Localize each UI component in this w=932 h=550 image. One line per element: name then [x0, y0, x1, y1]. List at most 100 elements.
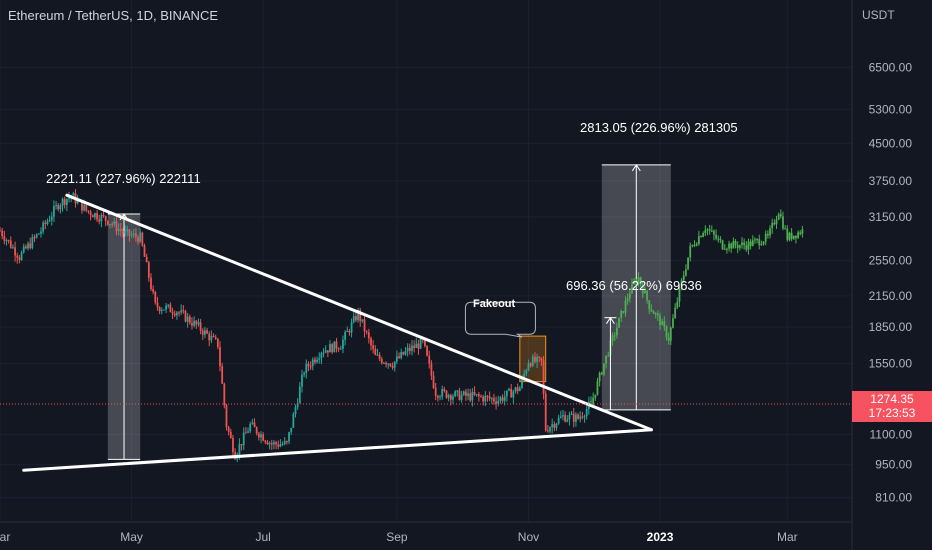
projection-candle-body — [659, 315, 661, 326]
projection-candle-body — [652, 311, 655, 314]
grid — [0, 0, 852, 522]
candle-body — [311, 359, 314, 367]
candle-body — [96, 213, 98, 220]
mid-measure-label: 696.36 (56.22%) 69636 — [566, 278, 702, 293]
candle-body — [473, 392, 476, 395]
candle-body — [130, 235, 133, 237]
candle-body — [568, 414, 571, 420]
candle-body — [273, 442, 275, 445]
y-tick-label: 4500.00 — [869, 136, 913, 150]
candle-body — [324, 350, 327, 353]
candle-body — [583, 416, 586, 418]
candle-body — [551, 424, 554, 428]
candle-body — [242, 432, 245, 446]
candle-body — [206, 330, 208, 334]
projection-candle-body — [725, 248, 728, 250]
candle-body — [87, 210, 90, 212]
candle-body — [260, 434, 262, 438]
candle-body — [158, 307, 161, 312]
candle-body — [249, 423, 252, 432]
candle-body — [553, 424, 556, 428]
candle-body — [411, 345, 413, 351]
candles — [0, 188, 592, 462]
projection-candle-body — [628, 293, 631, 299]
projection-candle-body — [719, 238, 722, 241]
candle-body — [147, 262, 150, 278]
y-tick-label: 1100.00 — [870, 427, 913, 441]
candle-body — [400, 351, 403, 358]
candle-body — [137, 237, 139, 242]
candle-body — [432, 375, 435, 388]
candle-body — [352, 316, 355, 323]
candle-body — [126, 229, 129, 232]
last-price-tag: 1274.35 — [852, 391, 932, 406]
candle-body — [55, 204, 57, 207]
candle-body — [33, 237, 36, 239]
candle-body — [503, 396, 506, 401]
candle-body — [72, 193, 75, 196]
candle-body — [109, 224, 111, 226]
time-axis[interactable]: Mar May Jul Sep Nov 2023 Mar — [0, 530, 798, 544]
projection-candle-body — [665, 326, 668, 338]
candle-body — [29, 243, 32, 248]
projection-candle-body — [637, 277, 640, 285]
candle-body — [22, 246, 25, 253]
candle-body — [134, 233, 137, 238]
candle-body — [512, 391, 515, 398]
candle-body — [193, 320, 196, 326]
candle-body — [247, 431, 249, 433]
candle-body — [141, 232, 144, 246]
candle-body — [572, 413, 575, 422]
candle-body — [490, 398, 493, 400]
projection-candle-body — [786, 228, 789, 240]
candle-body — [436, 395, 439, 398]
candle-body — [350, 322, 353, 333]
candle-body — [0, 230, 1, 232]
candle-body — [251, 422, 254, 424]
candle-body — [208, 333, 211, 341]
projection-candle-body — [790, 232, 793, 239]
projection-candle-body — [700, 236, 702, 238]
candle-body — [348, 330, 351, 333]
candle-body — [516, 387, 519, 391]
candle-body — [333, 341, 336, 353]
candle-body — [562, 415, 564, 417]
candle-body — [406, 347, 409, 352]
projection-candle-body — [769, 228, 771, 236]
y-tick-label: 1550.00 — [869, 357, 913, 371]
projection-candle-body — [693, 244, 696, 246]
candle-body — [257, 433, 260, 438]
projection-candle-body — [611, 335, 614, 341]
candle-body — [527, 363, 530, 371]
candle-body — [85, 204, 88, 211]
x-tick-label: 2023 — [647, 530, 674, 544]
candle-body — [281, 444, 284, 446]
candle-body — [191, 322, 193, 326]
projection-candle-body — [736, 245, 739, 248]
candle-body — [5, 240, 8, 242]
candle-body — [27, 243, 29, 249]
x-tick-label: Jul — [255, 530, 270, 544]
y-tick-label: 950.00 — [875, 458, 912, 472]
candle-body — [156, 302, 159, 308]
candle-body — [143, 245, 146, 257]
projection-candle-body — [641, 284, 644, 294]
projection-candle-body — [676, 301, 679, 308]
projection-candle-body — [672, 318, 674, 328]
candle-body — [456, 390, 459, 392]
candle-body — [523, 373, 526, 379]
candle-body — [266, 442, 269, 445]
candle-body — [363, 319, 366, 332]
countdown-tag: 17:23:53 — [852, 406, 932, 422]
candle-body — [175, 312, 178, 316]
candle-body — [37, 233, 40, 235]
candle-body — [579, 416, 582, 419]
candle-body — [171, 312, 174, 314]
candle-body — [111, 224, 114, 226]
price-axis[interactable]: 6500.00 5300.00 4500.00 3750.00 3150.00 2550.… — [869, 60, 913, 504]
overlays — [0, 301, 852, 410]
projection-candle-body — [792, 235, 795, 239]
candle-body — [122, 231, 124, 234]
candle-body — [367, 332, 370, 339]
